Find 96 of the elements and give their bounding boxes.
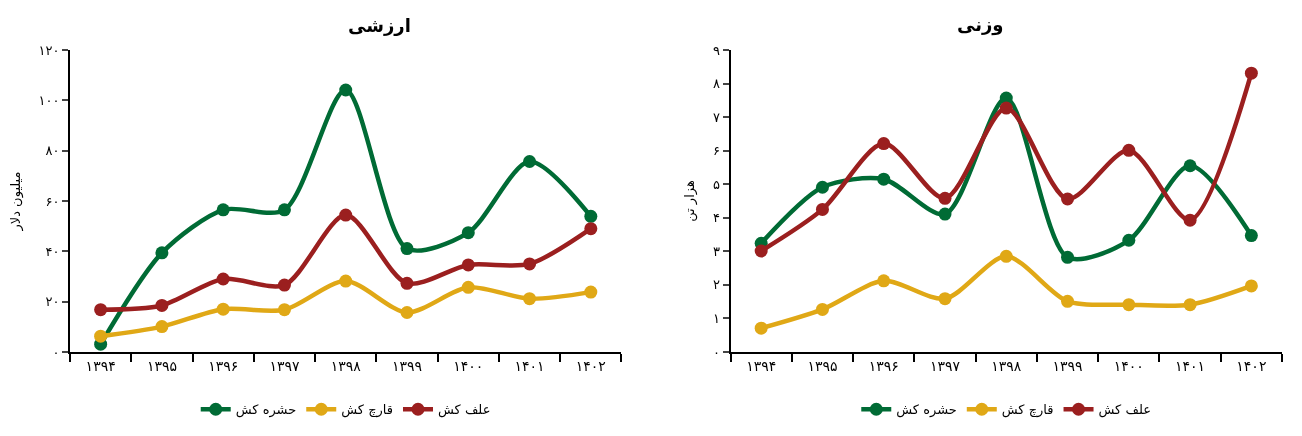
point	[1122, 143, 1136, 157]
point	[938, 207, 952, 221]
legend-label: قارچ کش	[341, 402, 393, 419]
y-tick-label: ۱۲۰	[38, 42, 60, 58]
point	[155, 320, 169, 334]
x-tick-label: ۱۳۹۷	[269, 357, 300, 374]
point	[938, 191, 952, 205]
point	[461, 226, 475, 240]
x-tick-label: ۱۴۰۰	[1113, 357, 1144, 374]
point	[1061, 250, 1075, 264]
point	[277, 303, 291, 317]
x-tick-label: ۱۳۹۸	[330, 357, 362, 374]
point	[1244, 279, 1258, 293]
y-tick-label: ۴	[712, 210, 720, 226]
y-tick-label: ۶	[712, 143, 720, 159]
x-tick-label: ۱۴۰۲	[1236, 357, 1267, 374]
y-tick-label: ۹	[712, 42, 720, 58]
point	[877, 137, 891, 151]
x-tick-label: ۱۴۰۰	[453, 357, 484, 374]
point	[216, 302, 230, 316]
legend-label: حشره کش	[235, 402, 297, 419]
y-tick-label: ۷	[712, 109, 720, 125]
point	[339, 274, 353, 288]
point	[400, 276, 414, 290]
point	[999, 249, 1013, 263]
x-tick-label: ۱۳۹۷	[929, 357, 961, 374]
x-tick-label: ۱۳۹۹	[1052, 357, 1083, 374]
point	[1183, 298, 1197, 312]
point	[400, 305, 414, 319]
point	[155, 246, 169, 260]
point	[815, 302, 829, 316]
point	[155, 298, 169, 312]
y-axis-title: میلیون دلار	[7, 171, 24, 232]
point	[523, 257, 537, 271]
point	[523, 154, 537, 168]
point	[461, 258, 475, 272]
y-tick-label: ۶۰	[45, 193, 60, 209]
y-tick-label: ۱	[712, 310, 720, 326]
point	[94, 303, 108, 317]
point	[815, 202, 829, 216]
y-axis-title: هزار تن	[682, 180, 699, 222]
x-tick-label: ۱۳۹۶	[208, 357, 239, 374]
x-tick-label: ۱۳۹۶	[868, 357, 899, 374]
point	[461, 280, 475, 294]
point	[999, 101, 1013, 115]
point	[754, 321, 768, 335]
y-tick-label: ۸	[712, 76, 720, 92]
point	[1122, 298, 1136, 312]
x-tick-label: ۱۳۹۴	[85, 357, 116, 374]
y-tick-label: ۵	[712, 176, 720, 192]
legend-label: علف کش	[438, 402, 491, 419]
legend-label: حشره کش	[896, 402, 957, 419]
x-tick-label: ۱۴۰۱	[1175, 357, 1206, 374]
point	[584, 222, 598, 236]
chart-title: وزنی	[957, 14, 1004, 36]
x-tick-label: ۱۳۹۹	[391, 357, 423, 374]
x-tick-label: ۱۴۰۲	[575, 357, 606, 374]
x-tick-label: ۱۳۹۵	[807, 357, 838, 374]
x-tick-label: ۱۴۰۱	[514, 357, 545, 374]
point	[339, 208, 353, 222]
point	[1122, 233, 1136, 247]
point	[877, 274, 891, 288]
legend-label: قارچ کش	[1001, 402, 1054, 419]
y-tick-label: ۳	[712, 243, 720, 259]
point	[1244, 229, 1258, 243]
x-tick-label: ۱۳۹۴	[746, 357, 777, 374]
point	[1244, 66, 1258, 80]
x-tick-label: ۱۳۹۵	[146, 357, 177, 374]
point	[1061, 192, 1075, 206]
point	[94, 329, 108, 343]
point	[754, 244, 768, 258]
point	[815, 180, 829, 194]
y-tick-label: ۸۰	[45, 143, 60, 159]
point	[523, 292, 537, 306]
point	[277, 203, 291, 217]
point	[339, 83, 353, 97]
legend-label: علف کش	[1098, 402, 1151, 419]
point	[584, 209, 598, 223]
y-tick-label: ۲	[712, 277, 720, 293]
point	[1061, 294, 1075, 308]
y-tick-label: ۲۰	[45, 294, 60, 310]
point	[216, 272, 230, 286]
point	[1183, 213, 1197, 227]
chart-title: ارزشی	[348, 15, 411, 36]
point	[584, 285, 598, 299]
point	[216, 203, 230, 217]
y-tick-label: ۰	[712, 344, 720, 360]
y-tick-label: ۴۰	[45, 243, 60, 259]
y-tick-label: ۱۰۰	[38, 92, 60, 108]
point	[1183, 159, 1197, 173]
point	[938, 292, 952, 306]
point	[400, 242, 414, 256]
x-tick-label: ۱۳۹۸	[991, 357, 1022, 374]
y-tick-label: ۰	[52, 344, 60, 360]
point	[277, 278, 291, 292]
point	[877, 172, 891, 186]
